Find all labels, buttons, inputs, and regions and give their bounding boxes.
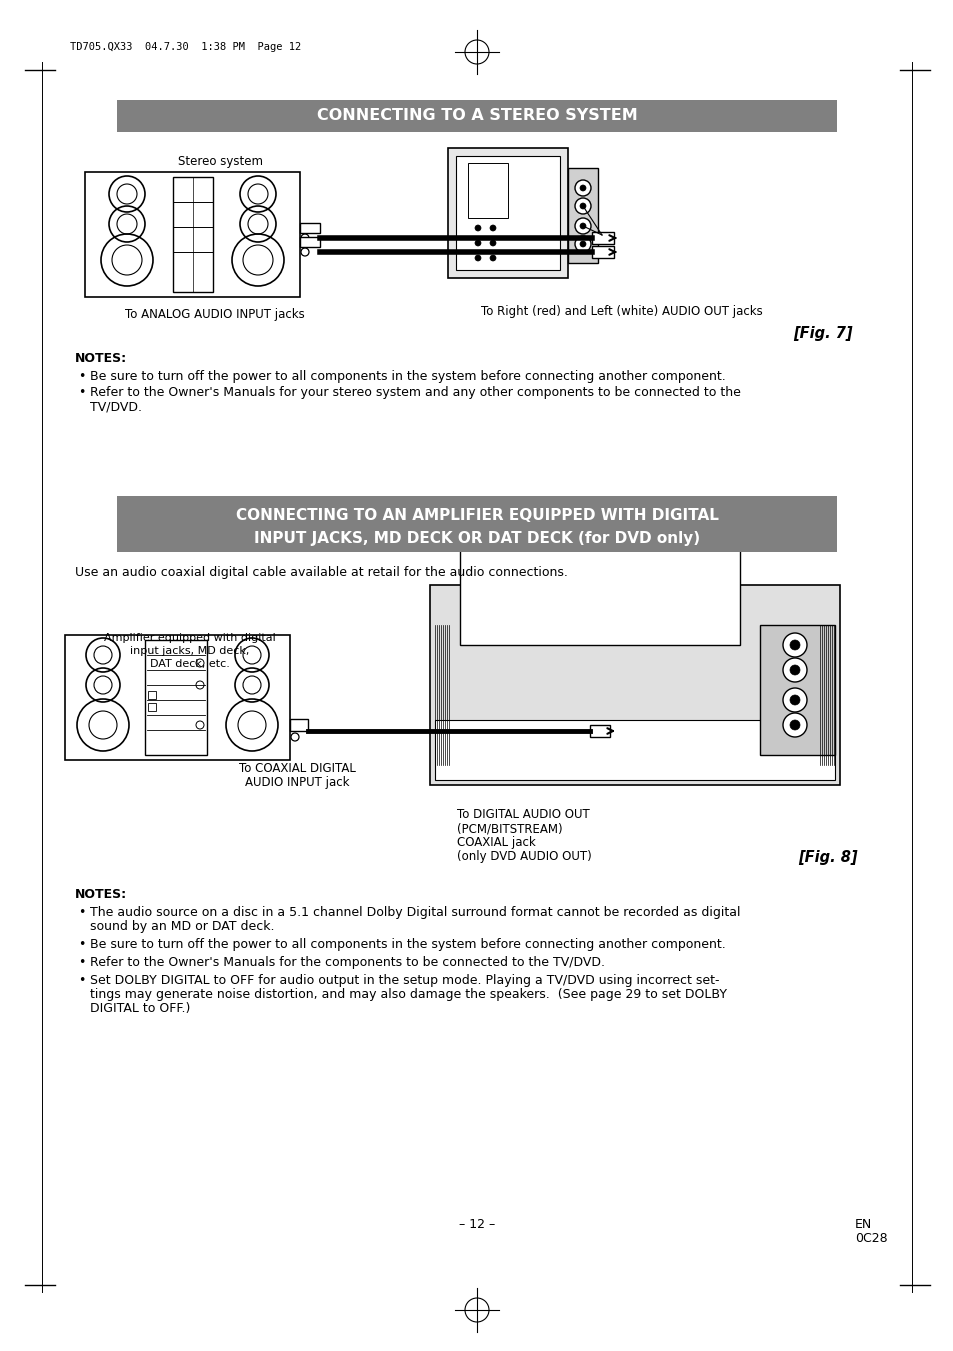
Text: DIGITAL to OFF.): DIGITAL to OFF.) — [90, 1002, 191, 1015]
Text: sound by an MD or DAT deck.: sound by an MD or DAT deck. — [90, 920, 274, 934]
Text: (PCM/BITSTREAM): (PCM/BITSTREAM) — [456, 821, 562, 835]
Circle shape — [195, 721, 204, 730]
Bar — [592, 232, 614, 245]
Bar — [589, 725, 609, 738]
Text: The audio source on a disc in a 5.1 channel Dolby Digital surround format cannot: The audio source on a disc in a 5.1 chan… — [90, 907, 740, 919]
Text: 0C28: 0C28 — [854, 1232, 886, 1246]
Circle shape — [789, 665, 800, 676]
Text: To COAXIAL DIGITAL: To COAXIAL DIGITAL — [238, 762, 355, 775]
Circle shape — [789, 640, 800, 650]
Text: Refer to the Owner's Manuals for your stereo system and any other components to : Refer to the Owner's Manuals for your st… — [90, 386, 740, 399]
Bar — [468, 163, 507, 218]
Text: tings may generate noise distortion, and may also damage the speakers.  (See pag: tings may generate noise distortion, and… — [90, 988, 726, 1001]
Text: •: • — [78, 957, 85, 969]
Circle shape — [782, 688, 806, 712]
Text: •: • — [78, 386, 85, 399]
Text: CONNECTING TO AN AMPLIFIER EQUIPPED WITH DIGITAL: CONNECTING TO AN AMPLIFIER EQUIPPED WITH… — [235, 508, 718, 523]
Text: •: • — [78, 974, 85, 988]
Circle shape — [579, 240, 585, 247]
Circle shape — [490, 226, 496, 231]
Text: EN: EN — [854, 1219, 871, 1231]
Circle shape — [475, 226, 480, 231]
Circle shape — [490, 240, 496, 246]
Circle shape — [575, 199, 590, 213]
Bar — [567, 168, 598, 263]
Bar — [85, 172, 299, 297]
Text: To Right (red) and Left (white) AUDIO OUT jacks: To Right (red) and Left (white) AUDIO OU… — [480, 305, 762, 317]
Bar — [299, 236, 319, 247]
Circle shape — [782, 713, 806, 738]
Text: DAT deck, etc.: DAT deck, etc. — [150, 659, 230, 669]
Circle shape — [575, 180, 590, 196]
Bar — [172, 177, 213, 292]
Text: [Fig. 7]: [Fig. 7] — [792, 326, 852, 340]
Bar — [65, 635, 290, 761]
Text: •: • — [78, 938, 85, 951]
Circle shape — [195, 681, 204, 689]
Bar — [760, 626, 834, 755]
Text: AUDIO INPUT jack: AUDIO INPUT jack — [245, 775, 349, 789]
Text: (only DVD AUDIO OUT): (only DVD AUDIO OUT) — [456, 850, 591, 863]
Circle shape — [789, 720, 800, 730]
Bar — [592, 246, 614, 258]
Text: [Fig. 8]: [Fig. 8] — [798, 850, 857, 865]
Text: – 12 –: – 12 – — [458, 1219, 495, 1231]
Circle shape — [490, 255, 496, 261]
Bar — [430, 585, 840, 785]
Text: NOTES:: NOTES: — [75, 888, 127, 901]
Text: To DIGITAL AUDIO OUT: To DIGITAL AUDIO OUT — [456, 808, 589, 821]
Circle shape — [475, 240, 480, 246]
Bar — [145, 640, 207, 755]
Circle shape — [579, 223, 585, 230]
Text: Be sure to turn off the power to all components in the system before connecting : Be sure to turn off the power to all com… — [90, 370, 725, 382]
Text: CONNECTING TO A STEREO SYSTEM: CONNECTING TO A STEREO SYSTEM — [316, 108, 637, 123]
Bar — [459, 535, 740, 644]
Text: Set DOLBY DIGITAL to OFF for audio output in the setup mode. Playing a TV/DVD us: Set DOLBY DIGITAL to OFF for audio outpu… — [90, 974, 719, 988]
Circle shape — [782, 634, 806, 657]
Circle shape — [195, 659, 204, 667]
Text: Stereo system: Stereo system — [178, 155, 263, 168]
Text: input jacks, MD deck,: input jacks, MD deck, — [131, 646, 250, 657]
Bar — [435, 720, 834, 780]
Text: COAXIAL jack: COAXIAL jack — [456, 836, 536, 848]
Circle shape — [579, 185, 585, 190]
Circle shape — [575, 218, 590, 234]
Bar — [290, 719, 308, 731]
Text: TV/DVD.: TV/DVD. — [90, 400, 142, 413]
Circle shape — [789, 694, 800, 705]
Text: Use an audio coaxial digital cable available at retail for the audio connections: Use an audio coaxial digital cable avail… — [75, 566, 567, 580]
Bar — [117, 496, 836, 553]
Circle shape — [575, 236, 590, 253]
Text: NOTES:: NOTES: — [75, 353, 127, 365]
Text: INPUT JACKS, MD DECK OR DAT DECK (for DVD only): INPUT JACKS, MD DECK OR DAT DECK (for DV… — [253, 531, 700, 546]
Bar — [117, 100, 836, 132]
Text: To ANALOG AUDIO INPUT jacks: To ANALOG AUDIO INPUT jacks — [125, 308, 305, 322]
Bar — [148, 690, 156, 698]
Circle shape — [475, 255, 480, 261]
Circle shape — [579, 203, 585, 209]
Bar — [148, 703, 156, 711]
Text: •: • — [78, 370, 85, 382]
Text: Refer to the Owner's Manuals for the components to be connected to the TV/DVD.: Refer to the Owner's Manuals for the com… — [90, 957, 604, 969]
Bar — [456, 155, 559, 270]
Circle shape — [782, 658, 806, 682]
Text: Amplifier equipped with digital: Amplifier equipped with digital — [104, 634, 275, 643]
Text: •: • — [78, 907, 85, 919]
Text: TD705.QX33  04.7.30  1:38 PM  Page 12: TD705.QX33 04.7.30 1:38 PM Page 12 — [70, 42, 301, 51]
Bar — [299, 223, 319, 232]
Bar — [448, 149, 567, 278]
Text: Be sure to turn off the power to all components in the system before connecting : Be sure to turn off the power to all com… — [90, 938, 725, 951]
